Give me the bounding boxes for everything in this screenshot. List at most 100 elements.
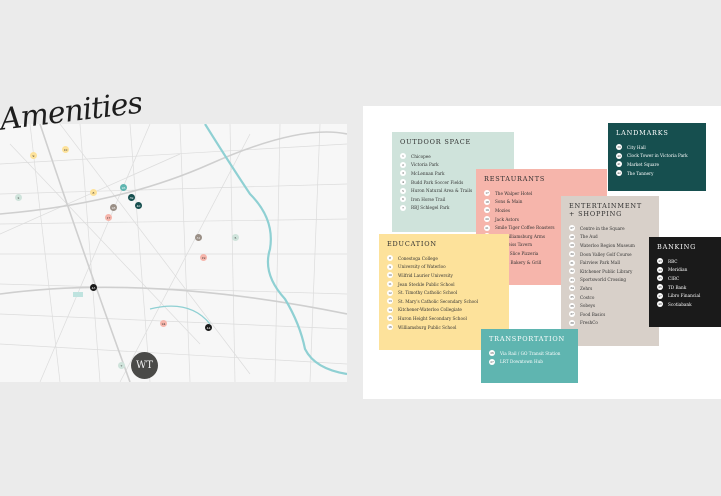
item-number: 38	[569, 319, 575, 326]
item-number: 18	[484, 198, 490, 205]
list-item[interactable]: 34 Zehrs	[569, 284, 651, 293]
item-label: FreshCo	[580, 320, 598, 326]
list-item[interactable]: 16 Williamsburg Public School	[387, 323, 501, 332]
map-pin[interactable]: 39	[128, 194, 135, 201]
item-label: Wilfrid Laurier University	[398, 272, 453, 278]
item-label: Doon Valley Golf Course	[580, 251, 632, 257]
item-number: 30	[569, 251, 575, 258]
list-item[interactable]: 36 Sobeys	[569, 301, 651, 310]
list-item[interactable]: 38 FreshCo	[569, 319, 651, 328]
item-number: 5	[400, 187, 406, 194]
map-pin[interactable]: 44	[205, 324, 212, 331]
list-item[interactable]: 3 McLennan Park	[400, 169, 506, 178]
item-number: 48	[657, 301, 663, 308]
list-item[interactable]: 12 St. Timothy Catholic School	[387, 288, 501, 297]
item-label: The Walper Hotel	[495, 190, 533, 196]
list-item[interactable]: 47 Libro Financial	[657, 291, 713, 300]
list-item[interactable]: 26 Via Rail / GO Transit Station	[489, 349, 570, 358]
item-number: 46	[657, 284, 663, 291]
list-item[interactable]: 42 The Tannery	[616, 169, 698, 178]
street-map	[0, 124, 347, 382]
list-item[interactable]: 29 Waterloo Region Museum	[569, 241, 651, 250]
list-item[interactable]: 21 Smile Tiger Coffee Roasters	[484, 223, 599, 232]
item-number: 27	[569, 225, 575, 232]
list-item[interactable]: 43 RBC	[657, 257, 713, 266]
list-item[interactable]: 48 Scotiabank	[657, 300, 713, 309]
list-item[interactable]: 35 Costco	[569, 293, 651, 302]
list-item[interactable]: 45 CIBC	[657, 274, 713, 283]
list-item[interactable]: 18 Sons & Main	[484, 198, 599, 207]
item-number: 14	[387, 306, 393, 313]
list-item[interactable]: 40 Clock Tower in Victoria Park	[616, 152, 698, 161]
entertainment-shopping-panel: ENTERTAINMENT + SHOPPING 27 Centre in the…	[561, 196, 659, 346]
map-pin[interactable]: 2	[15, 194, 22, 201]
list-item[interactable]: 27 LRT Downtown Hub	[489, 358, 570, 367]
list-item[interactable]: 9 University of Waterloo	[387, 263, 501, 272]
item-label: CIBC	[668, 275, 680, 281]
list-item[interactable]: 7 RBJ Schlegel Park	[400, 204, 506, 213]
list-item[interactable]: 37 Food Basics	[569, 310, 651, 319]
list-item[interactable]: 4 Budd Park Soccer Fields	[400, 178, 506, 187]
list-item[interactable]: 2 Victoria Park	[400, 161, 506, 170]
list-item[interactable]: 32 Kitchener Public Library	[569, 267, 651, 276]
list-item[interactable]: 5 Huron Natural Area & Trails	[400, 186, 506, 195]
transportation-panel: TRANSPORTATION 26 Via Rail / GO Transit S…	[481, 329, 578, 383]
item-number: 9	[387, 263, 393, 270]
map-pin[interactable]: 9	[30, 152, 37, 159]
list-item[interactable]: 19 Mozies	[484, 206, 599, 215]
item-label: Budd Park Soccer Fields	[411, 179, 464, 185]
list-item[interactable]: 28 The Aud	[569, 233, 651, 242]
map-pin[interactable]: 10	[62, 146, 69, 153]
list-item[interactable]: 13 St. Mary's Catholic Secondary School	[387, 297, 501, 306]
list-item[interactable]: 11 Jean Steckle Public School	[387, 280, 501, 289]
list-item[interactable]: 44 Meridian	[657, 266, 713, 275]
list-item[interactable]: 6 Iron Horse Trail	[400, 195, 506, 204]
item-number: 17	[484, 190, 490, 197]
map-pin[interactable]: 5	[232, 234, 239, 241]
logo: WT	[131, 352, 158, 379]
item-number: 1	[400, 153, 406, 160]
item-number: 19	[484, 207, 490, 214]
list-item[interactable]: 31 Fairview Park Mall	[569, 258, 651, 267]
list-item[interactable]: 33 Sportsworld Crossing	[569, 276, 651, 285]
outdoor-space-heading: OUTDOOR SPACE	[400, 138, 472, 146]
item-label: The Tannery	[627, 170, 654, 176]
banking-heading: BANKING	[657, 243, 697, 251]
landmarks-heading: LANDMARKS	[616, 129, 669, 137]
item-label: St. Timothy Catholic School	[398, 290, 458, 296]
item-label: Mozies	[495, 207, 510, 213]
map-pin[interactable]: 8	[90, 189, 97, 196]
list-item[interactable]: 27 Centre in the Square	[569, 224, 651, 233]
list-item[interactable]: 46 TD Bank	[657, 283, 713, 292]
map-pin[interactable]: 7	[118, 362, 125, 369]
list-item[interactable]: 10 Wilfrid Laurier University	[387, 271, 501, 280]
item-number: 10	[387, 272, 393, 279]
item-label: Jack Astors	[495, 216, 519, 222]
item-label: Meridian	[668, 267, 688, 273]
map-pin[interactable]: 24	[160, 320, 167, 327]
item-label: Williamsburg Public School	[398, 324, 457, 330]
map-pin[interactable]: 17	[105, 214, 112, 221]
map-pin[interactable]: 43	[90, 284, 97, 291]
map-pin[interactable]: 40	[135, 202, 142, 209]
list-item[interactable]: 8 Conestoga College	[387, 254, 501, 263]
list-item[interactable]: 15 Huron Height Secondary School	[387, 314, 501, 323]
map-pin[interactable]: 19	[200, 254, 207, 261]
list-item[interactable]: 41 Market Square	[616, 160, 698, 169]
item-number: 37	[569, 311, 575, 318]
item-label: Sportsworld Crossing	[580, 277, 627, 283]
list-item[interactable]: 30 Doon Valley Golf Course	[569, 250, 651, 259]
map-pin[interactable]: 31	[195, 234, 202, 241]
map-pin[interactable]: 26	[120, 184, 127, 191]
map-pin[interactable]: 28	[110, 204, 117, 211]
list-item[interactable]: 39 City Hall	[616, 143, 698, 152]
list-item[interactable]: 1 Chicopee	[400, 152, 506, 161]
item-label: University of Waterloo	[398, 264, 446, 270]
list-item[interactable]: 17 The Walper Hotel	[484, 189, 599, 198]
entertainment-heading: ENTERTAINMENT + SHOPPING	[569, 202, 643, 218]
item-label: Sons & Main	[495, 199, 523, 205]
legend-page: OUTDOOR SPACE 1 Chicopee 2 Victoria Park 3…	[363, 106, 721, 399]
list-item[interactable]: 14 Kitchener-Waterloo Collegiate	[387, 306, 501, 315]
item-number: 3	[400, 170, 406, 177]
list-item[interactable]: 20 Jack Astors	[484, 215, 599, 224]
